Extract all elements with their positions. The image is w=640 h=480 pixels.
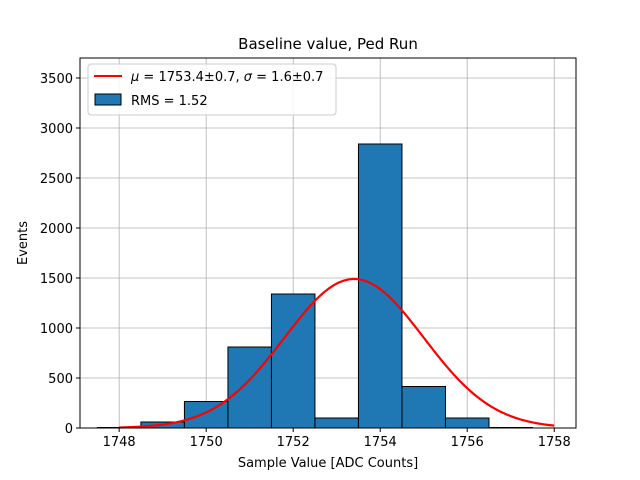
- x-tick-label: 1754: [364, 435, 397, 450]
- legend-histogram-label: RMS = 1.52: [131, 94, 208, 109]
- legend-mu-symbol: μ: [130, 70, 139, 85]
- histogram-bar: [227, 346, 272, 429]
- legend-fit-label: μ = 1753.4±0.7, σ = 1.6±0.7: [130, 70, 323, 85]
- y-tick-label: 2000: [40, 222, 73, 237]
- histogram-bar: [183, 401, 229, 429]
- histogram-bar: [357, 143, 403, 429]
- chart-title: Baseline value, Ped Run: [238, 35, 418, 53]
- legend: μ = 1753.4±0.7, σ = 1.6±0.7 RMS = 1.52: [87, 63, 337, 116]
- y-tick-label: 3500: [40, 72, 73, 87]
- fit-curve-layer: [119, 277, 555, 429]
- histogram-bar: [444, 417, 490, 429]
- x-axis-ticks: 1748 1750 1752 1754 1756 1758: [103, 428, 571, 450]
- legend-box: [87, 63, 337, 116]
- x-axis-label: Sample Value [ADC Counts]: [238, 456, 418, 471]
- plot-frame: [79, 57, 577, 429]
- legend-mu-text: = 1753.4±0.7,: [139, 70, 243, 85]
- legend-histogram-swatch: [94, 93, 122, 106]
- y-tick-label: 0: [65, 422, 73, 437]
- y-tick-label: 2500: [40, 172, 73, 187]
- legend-sigma-text: = 1.6±0.7: [252, 70, 323, 85]
- gaussian-fit-curve: [119, 277, 555, 429]
- y-axis-label: Events: [16, 221, 31, 265]
- x-tick-label: 1758: [538, 435, 571, 450]
- histogram-bar: [314, 417, 359, 429]
- histogram-bars: [96, 143, 533, 429]
- y-tick-label: 3000: [40, 122, 73, 137]
- histogram-bar: [401, 386, 446, 429]
- x-tick-label: 1750: [190, 435, 223, 450]
- legend-sigma-symbol: σ: [244, 70, 253, 85]
- y-tick-label: 1000: [40, 322, 73, 337]
- y-axis-ticks: 0 500 1000 1500 2000 2500 3000 3500: [40, 72, 80, 437]
- y-tick-label: 500: [48, 372, 73, 387]
- x-tick-label: 1756: [451, 435, 484, 450]
- y-tick-label: 1500: [40, 272, 73, 287]
- x-tick-label: 1748: [103, 435, 136, 450]
- histogram-bar: [270, 293, 316, 429]
- x-tick-label: 1752: [277, 435, 310, 450]
